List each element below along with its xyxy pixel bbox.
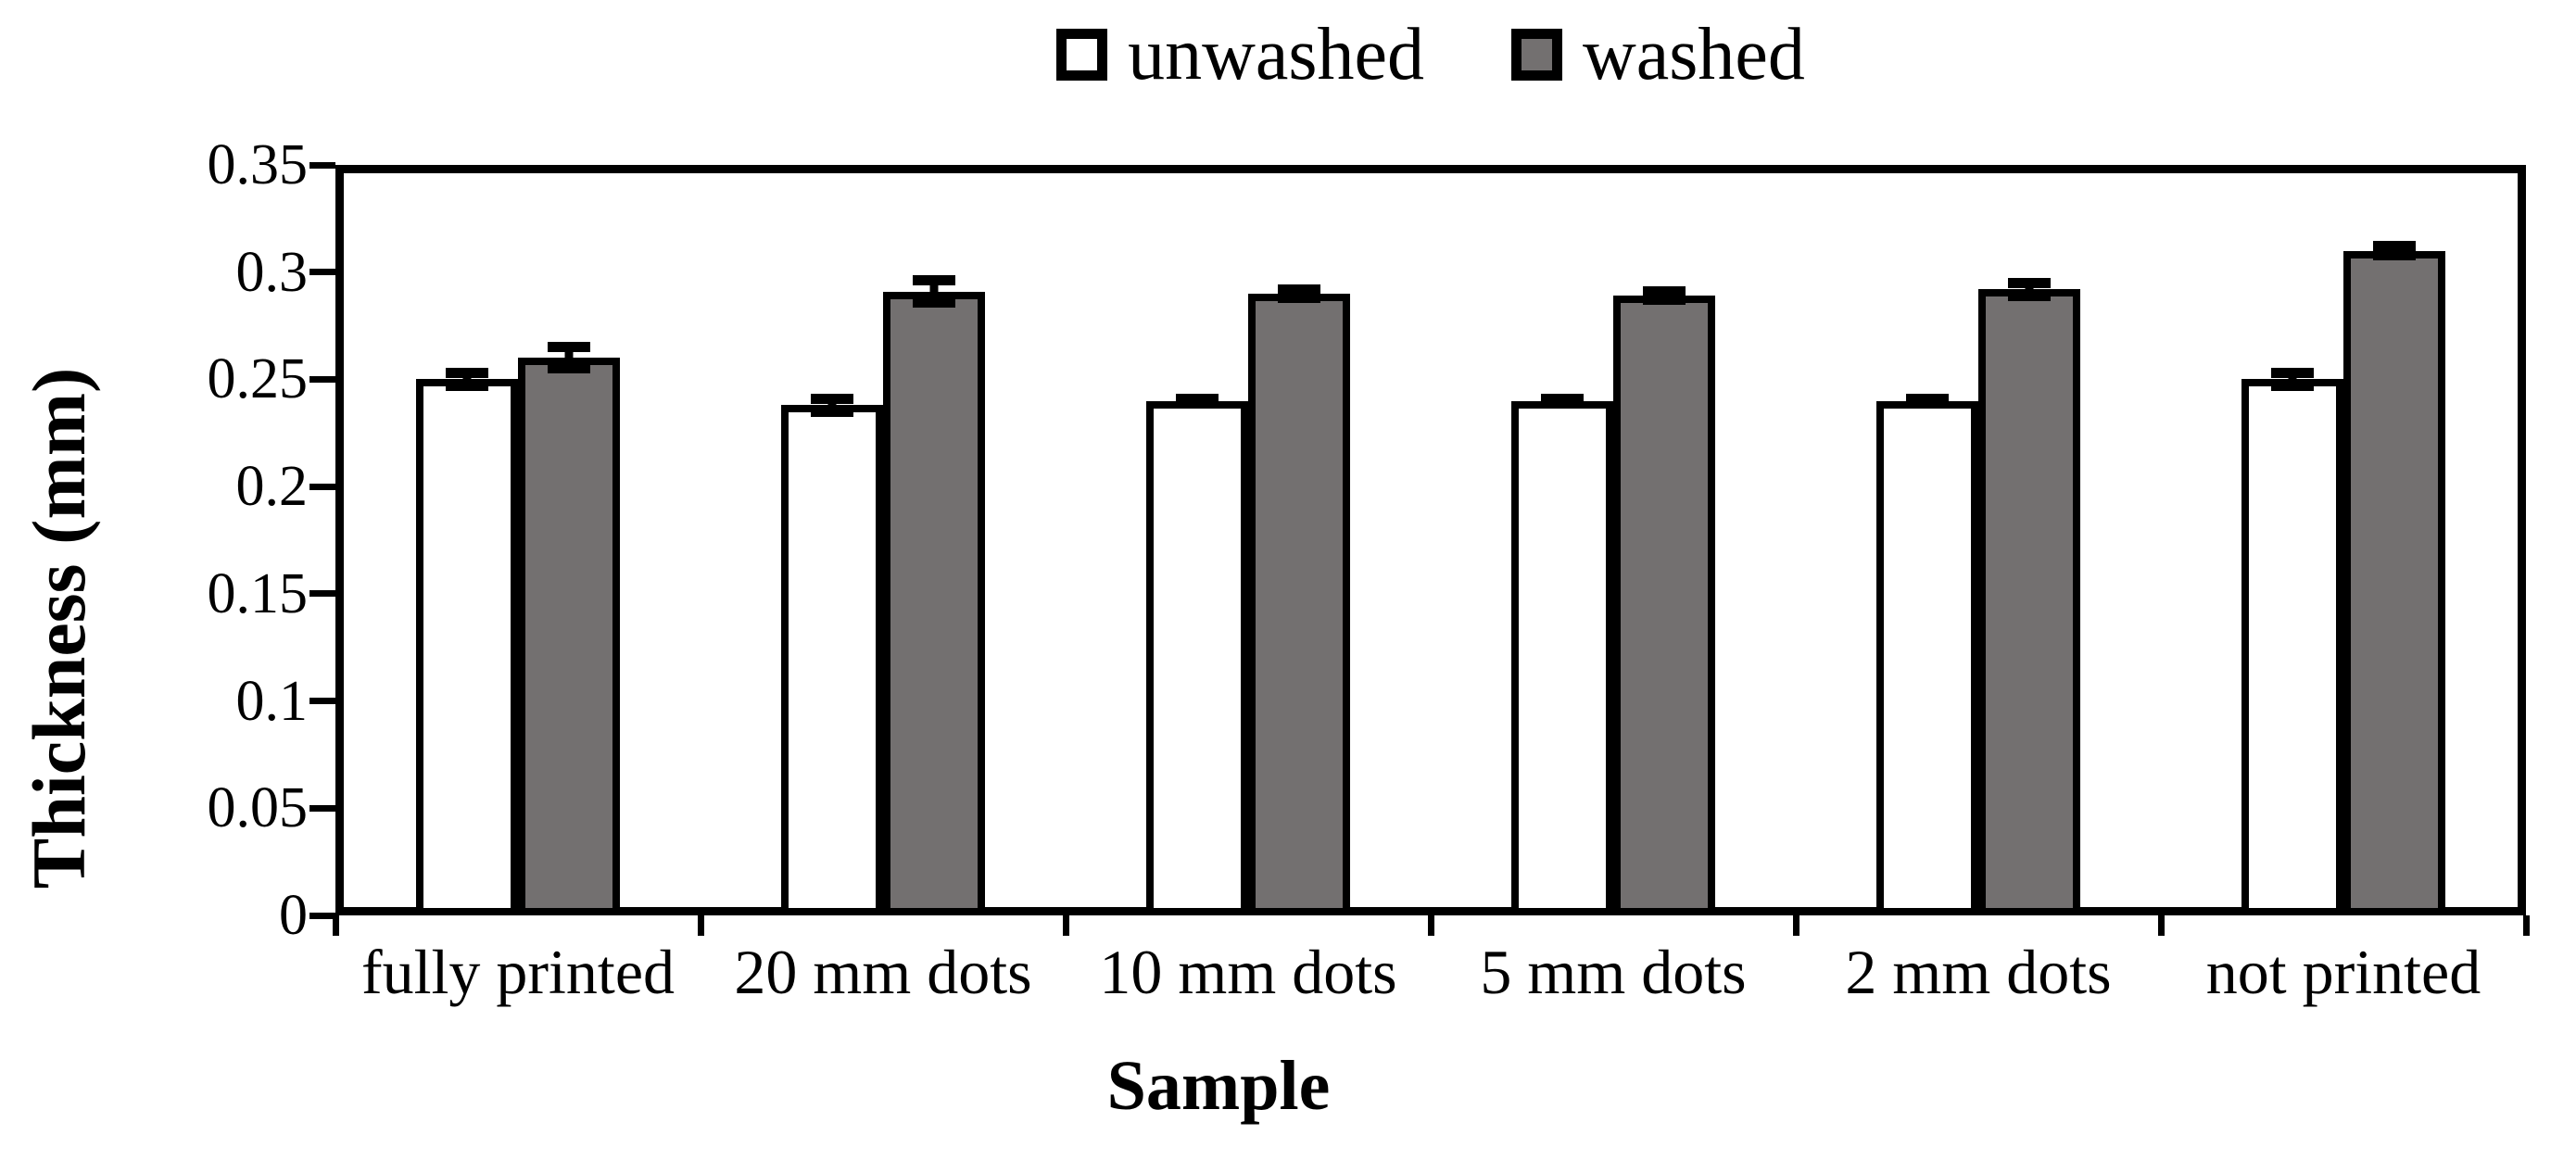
- y-axis-tick: [309, 269, 335, 276]
- y-tick-label: 0.35: [207, 133, 309, 196]
- x-axis-tick: [2522, 915, 2530, 936]
- legend-item-washed: washed: [1511, 18, 1805, 92]
- x-category-label: 20 mm dots: [734, 937, 1032, 1007]
- error-cap-bottom: [1541, 397, 1584, 409]
- x-axis-tick: [1427, 915, 1434, 936]
- bar-washed-2-mm-dots: [1978, 289, 2080, 915]
- error-bar-unwashed-5-mm-dots: [1541, 393, 1584, 409]
- bar-washed-fully-printed: [518, 358, 620, 915]
- x-axis-tick: [332, 915, 339, 936]
- error-cap-bottom: [446, 380, 488, 391]
- error-bar-unwashed-10-mm-dots: [1176, 393, 1219, 409]
- error-bar-washed-20-mm-dots: [913, 275, 955, 308]
- x-axis-tick: [1062, 915, 1069, 936]
- error-whisker: [929, 280, 939, 303]
- error-cap-top: [1643, 286, 1686, 297]
- error-cap-bottom: [811, 406, 853, 417]
- y-axis-tick: [309, 590, 335, 598]
- bar-unwashed-10-mm-dots: [1146, 400, 1248, 915]
- error-bar-washed-fully-printed: [548, 342, 590, 374]
- error-bar-unwashed-fully-printed: [446, 367, 488, 391]
- y-axis-tick: [309, 375, 335, 383]
- y-tick-label: 0.3: [235, 240, 309, 304]
- error-cap-top: [2373, 241, 2416, 252]
- error-cap-bottom: [1643, 295, 1686, 306]
- y-axis-tick: [309, 483, 335, 490]
- error-bar-washed-2-mm-dots: [2008, 277, 2051, 301]
- y-tick-label: 0.25: [207, 347, 309, 411]
- error-whisker: [2288, 372, 2297, 386]
- y-axis-tick: [309, 912, 335, 919]
- bar-unwashed-2-mm-dots: [1876, 400, 1978, 915]
- error-cap-bottom: [1176, 397, 1219, 409]
- legend-label-washed: washed: [1583, 14, 1805, 95]
- error-cap-bottom: [2373, 249, 2416, 260]
- x-axis-title: Sample: [1106, 1047, 1331, 1125]
- x-axis-tick: [2157, 915, 2165, 936]
- error-bar-washed-10-mm-dots: [1278, 284, 1320, 303]
- error-cap-top: [2271, 367, 2314, 378]
- y-tick-label: 0.2: [235, 455, 309, 519]
- y-tick-label: 0: [279, 884, 308, 947]
- plot-area: [335, 165, 2526, 915]
- x-category-label: not printed: [2205, 937, 2481, 1007]
- error-cap-bottom: [548, 363, 590, 374]
- error-bar-washed-not-printed: [2373, 241, 2416, 260]
- error-cap-top: [913, 275, 955, 286]
- error-whisker: [2025, 282, 2034, 296]
- legend-swatch-washed: [1511, 29, 1562, 81]
- bar-unwashed-fully-printed: [416, 379, 518, 915]
- legend-swatch-unwashed: [1056, 29, 1108, 81]
- error-cap-top: [446, 367, 488, 378]
- error-cap-bottom: [2008, 290, 2051, 301]
- bar-washed-10-mm-dots: [1248, 293, 1350, 915]
- error-bar-unwashed-not-printed: [2271, 367, 2314, 391]
- y-tick-label: 0.15: [207, 561, 309, 625]
- bar-washed-not-printed: [2343, 250, 2445, 915]
- y-axis-tick: [309, 161, 335, 169]
- legend-item-unwashed: unwashed: [1056, 18, 1424, 92]
- bar-washed-5-mm-dots: [1613, 296, 1715, 915]
- error-cap-bottom: [2271, 380, 2314, 391]
- error-whisker: [564, 347, 574, 370]
- bar-washed-20-mm-dots: [883, 291, 985, 915]
- error-cap-bottom: [1278, 292, 1320, 303]
- y-axis-tick: [309, 804, 335, 812]
- legend-label-unwashed: unwashed: [1128, 14, 1424, 95]
- x-category-label: fully printed: [360, 937, 676, 1007]
- x-category-label: 2 mm dots: [1845, 937, 2112, 1007]
- x-axis-tick: [697, 915, 704, 936]
- error-bar-unwashed-2-mm-dots: [1906, 393, 1949, 409]
- y-axis-tick: [309, 698, 335, 705]
- y-tick-label: 0.1: [235, 669, 309, 733]
- error-whisker: [462, 372, 472, 386]
- bar-unwashed-5-mm-dots: [1511, 400, 1613, 915]
- error-bar-unwashed-20-mm-dots: [811, 393, 853, 417]
- x-axis-tick: [1792, 915, 1799, 936]
- error-bar-washed-5-mm-dots: [1643, 286, 1686, 306]
- error-cap-bottom: [1906, 397, 1949, 409]
- legend: unwashed washed: [335, 13, 2526, 96]
- x-category-label: 5 mm dots: [1480, 937, 1747, 1007]
- error-whisker: [827, 397, 837, 412]
- error-cap-top: [2008, 277, 2051, 288]
- y-tick-label: 0.05: [207, 776, 309, 840]
- x-category-label: 10 mm dots: [1099, 937, 1397, 1007]
- error-cap-bottom: [913, 296, 955, 308]
- bar-unwashed-not-printed: [2241, 379, 2343, 915]
- error-cap-top: [548, 342, 590, 353]
- error-cap-top: [811, 393, 853, 404]
- bar-unwashed-20-mm-dots: [781, 405, 883, 915]
- error-cap-top: [1278, 284, 1320, 295]
